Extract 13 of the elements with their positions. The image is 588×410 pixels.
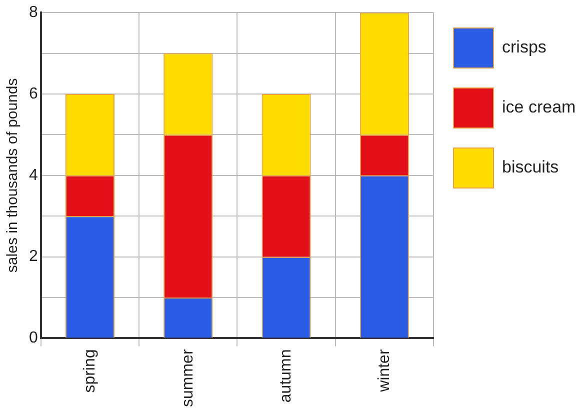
y-tick-label: 0 xyxy=(28,330,38,347)
legend-label: biscuits xyxy=(502,158,559,177)
y-axis-title: sales in thousands of pounds xyxy=(4,78,22,273)
legend-label: ice cream xyxy=(502,98,576,117)
x-tick-label: winter xyxy=(376,348,393,393)
legend-label: crisps xyxy=(502,38,546,57)
y-tick-label: 6 xyxy=(28,85,38,102)
y-tick-label: 4 xyxy=(28,166,38,184)
x-tick-label: summer xyxy=(180,348,197,407)
x-tick-label: autumn xyxy=(278,349,295,403)
x-tick-label: spring xyxy=(81,349,98,393)
y-tick-label: 8 xyxy=(28,4,38,22)
y-tick-label: 2 xyxy=(28,248,38,266)
